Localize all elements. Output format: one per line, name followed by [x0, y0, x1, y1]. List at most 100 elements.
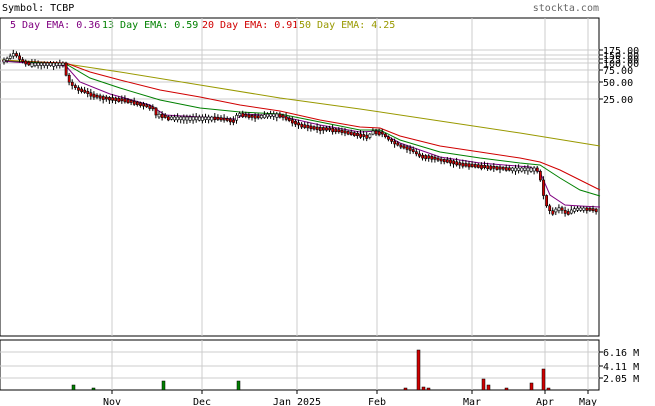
candle-body	[349, 131, 353, 136]
candle-body	[198, 116, 201, 121]
candle-body	[92, 93, 96, 98]
candle-body	[383, 133, 387, 138]
candle-body	[331, 128, 335, 133]
candle-body	[535, 167, 539, 172]
candle-body	[21, 59, 25, 62]
candle-body	[148, 105, 152, 109]
volume-bars	[71, 349, 551, 391]
month-tick-label: Mar	[463, 397, 481, 406]
candle-body	[247, 114, 251, 118]
volume-bar	[504, 387, 509, 391]
candle-body	[359, 133, 363, 138]
candle-body	[393, 140, 397, 145]
candle-body	[52, 62, 56, 67]
candle-body	[455, 161, 459, 166]
candle-body	[256, 115, 260, 119]
candle-body	[123, 98, 127, 103]
candle-body	[272, 113, 276, 117]
candle-body	[67, 74, 71, 83]
volume-bar	[541, 368, 546, 391]
candle-body	[49, 62, 53, 66]
candle-body	[340, 129, 344, 133]
symbol-label: Symbol: TCBP	[2, 3, 74, 14]
candle-body	[86, 91, 90, 95]
candle-body	[238, 113, 242, 116]
candle-body	[287, 117, 291, 121]
candle-body	[213, 116, 217, 121]
candle-body	[495, 166, 499, 170]
candle-body	[470, 163, 474, 167]
candle-body	[452, 160, 456, 165]
price-tick-label: 25.00	[603, 95, 633, 106]
candle-body	[362, 134, 366, 137]
candle-body	[101, 96, 105, 100]
candle-body	[188, 116, 192, 121]
price-tick-label: 50.00	[603, 78, 633, 89]
candle-body	[136, 101, 139, 106]
candle-body	[70, 81, 74, 86]
volume-bar	[546, 387, 551, 391]
price-tick-label: 150.00	[603, 51, 639, 62]
candle-body	[284, 116, 288, 120]
price-month-grid	[111, 18, 589, 336]
candle-body	[563, 209, 567, 214]
candle-body	[489, 165, 493, 170]
volume-bar	[91, 387, 96, 391]
candle-body	[290, 119, 294, 124]
volume-panel: 6.16 M 4.11 M2.05 M	[0, 339, 639, 391]
candle-body	[594, 208, 598, 213]
candle-body	[408, 147, 412, 151]
volume-bar	[416, 349, 421, 391]
volume-panel-frame	[0, 339, 600, 391]
volume-bar	[161, 380, 166, 391]
legend-ema-5: 5 Day EMA: 0.36	[10, 20, 100, 31]
candle-body	[142, 103, 146, 107]
candle-body	[507, 167, 511, 171]
candle-body	[80, 88, 84, 92]
candle-body	[396, 142, 400, 146]
ema-13-line	[1, 60, 601, 197]
candle-body	[529, 167, 533, 172]
candle-body	[551, 210, 555, 215]
candle-body	[483, 165, 487, 169]
candle-body	[24, 60, 28, 65]
legend-ema-20: 20 Day EMA: 0.91	[202, 20, 298, 31]
candle-body	[520, 167, 524, 172]
volume-grid	[0, 340, 599, 390]
candle-body	[303, 124, 307, 128]
candle-body	[545, 195, 549, 207]
ema-20-line	[1, 60, 601, 191]
candle-body	[30, 62, 34, 67]
candle-body	[179, 116, 183, 120]
candle-body	[380, 131, 384, 135]
candle-body	[120, 98, 124, 102]
candle-body	[269, 113, 273, 117]
candle-body	[219, 117, 223, 121]
candle-body	[77, 87, 80, 91]
candle-body	[207, 116, 211, 121]
candle-body	[480, 164, 483, 169]
candle-body	[83, 89, 87, 93]
month-tick-label: Jan 2025	[273, 397, 321, 406]
candle-body	[346, 131, 350, 135]
candle-body	[328, 127, 332, 131]
candle-body	[501, 166, 505, 170]
candle-body	[436, 157, 440, 161]
candle-body	[492, 165, 496, 169]
candle-body	[569, 209, 573, 214]
candle-body	[405, 146, 409, 150]
candle-body	[573, 208, 576, 212]
candle-body	[560, 207, 564, 211]
candle-body	[173, 116, 177, 121]
candle-body	[374, 130, 378, 135]
candle-body	[548, 205, 552, 211]
candle-body	[111, 97, 115, 101]
candle-body	[225, 118, 229, 121]
candle-body	[554, 208, 558, 213]
candle-body	[105, 96, 108, 100]
candle-body	[312, 126, 316, 130]
volume-bar	[236, 380, 241, 391]
ema-lines	[1, 59, 601, 208]
